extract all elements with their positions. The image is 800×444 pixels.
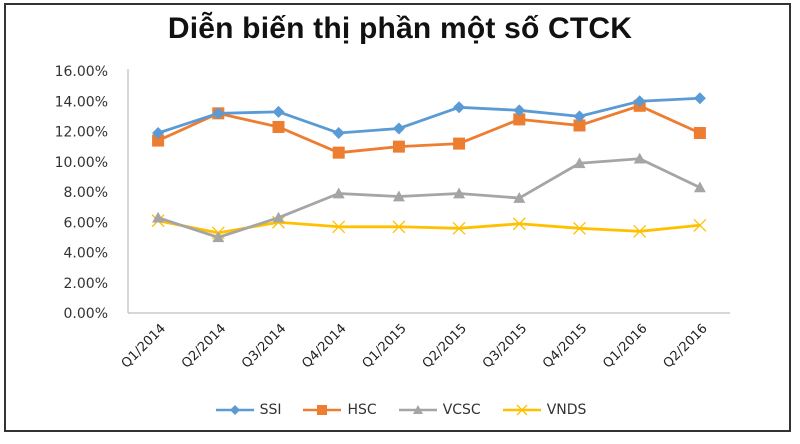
triangle-marker-icon — [693, 181, 706, 193]
diamond-marker-icon — [693, 92, 706, 105]
legend-label: SSI — [259, 402, 282, 418]
x-marker-icon — [392, 220, 406, 234]
x-tick-label: Q1/2015 — [360, 321, 410, 371]
triangle-marker-icon — [272, 211, 285, 223]
square-legend-icon — [303, 405, 342, 415]
triangle-marker-icon — [573, 157, 586, 169]
diamond-marker-icon — [212, 107, 225, 120]
diamond-marker-icon — [513, 104, 526, 117]
y-tick-label: 4.00% — [64, 246, 108, 262]
diamond-legend-icon — [215, 405, 254, 415]
series-vnds — [151, 214, 707, 240]
triangle-marker-icon — [392, 190, 405, 202]
square-marker-icon — [573, 119, 586, 132]
chart-title: Diễn biến thị phần một số CTCK — [167, 12, 633, 45]
square-marker-icon — [152, 134, 165, 147]
diamond-marker-icon — [633, 95, 646, 108]
triangle-marker-icon — [152, 211, 165, 223]
y-tick-label: 14.00% — [55, 94, 108, 110]
series-line — [157, 104, 701, 155]
x-marker-icon — [693, 218, 707, 232]
diamond-marker-icon — [229, 405, 240, 415]
square-marker-icon — [513, 113, 526, 126]
x-marker-icon — [512, 217, 526, 231]
triangle-marker-icon — [513, 192, 526, 203]
legend-label: HSC — [347, 402, 377, 418]
x-marker-icon — [633, 224, 647, 238]
triangle-marker-icon — [412, 405, 423, 414]
series-hsc — [152, 99, 706, 159]
y-tick-label: 8.00% — [64, 185, 108, 201]
x-tick-label: Q1/2016 — [600, 321, 650, 371]
triangle-marker-icon — [332, 187, 345, 199]
y-tick-label: 10.00% — [55, 155, 108, 171]
series-ssi — [152, 92, 706, 140]
x-tick-label: Q4/2015 — [540, 321, 590, 371]
x-tick-label: Q1/2014 — [119, 321, 169, 371]
x-legend-icon — [502, 404, 541, 416]
y-tick-label: 12.00% — [55, 125, 108, 141]
x-tick-label: Q2/2016 — [661, 321, 711, 371]
y-tick-label: 6.00% — [64, 215, 108, 231]
square-marker-icon — [453, 137, 466, 150]
triangle-marker-icon — [633, 152, 646, 164]
x-tick-label: Q4/2014 — [299, 321, 349, 371]
x-tick-label: Q2/2015 — [420, 321, 470, 371]
y-tick-label: 16.00% — [55, 64, 108, 80]
square-marker-icon — [332, 146, 345, 159]
x-tick-label: Q3/2014 — [239, 321, 289, 371]
x-marker-icon — [332, 220, 346, 234]
diamond-marker-icon — [272, 105, 285, 118]
x-marker-icon — [573, 221, 586, 235]
triangle-marker-icon — [212, 231, 225, 243]
x-marker-icon — [516, 404, 528, 416]
triangle-legend-icon — [398, 405, 437, 414]
legend-item-ssi: SSI — [214, 402, 282, 418]
chart-legend: SSI HSC VCSC VNDS — [0, 402, 800, 418]
diamond-marker-icon — [392, 122, 405, 135]
diamond-marker-icon — [152, 127, 165, 140]
series-line — [157, 157, 701, 239]
x-tick-label: Q2/2014 — [179, 321, 229, 371]
chart-frame — [4, 3, 791, 432]
legend-label: VNDS — [546, 402, 587, 418]
square-marker-icon — [392, 140, 405, 153]
y-tick-label: 0.00% — [64, 306, 108, 322]
square-marker-icon — [272, 120, 285, 133]
diamond-marker-icon — [573, 110, 586, 123]
series-vcsc — [152, 152, 706, 243]
legend-item-vcsc: VCSC — [397, 402, 481, 418]
legend-label: VCSC — [442, 402, 481, 418]
x-marker-icon — [452, 221, 466, 235]
series-line — [157, 96, 700, 135]
x-tick-label: Q3/2015 — [480, 321, 530, 371]
square-marker-icon — [317, 405, 328, 415]
y-tick-label: 2.00% — [64, 276, 108, 292]
diamond-marker-icon — [332, 127, 345, 140]
legend-item-hsc: HSC — [301, 402, 377, 418]
legend-item-vnds: VNDS — [501, 402, 587, 418]
diamond-marker-icon — [453, 101, 466, 114]
triangle-marker-icon — [453, 187, 466, 199]
square-marker-icon — [693, 127, 706, 140]
